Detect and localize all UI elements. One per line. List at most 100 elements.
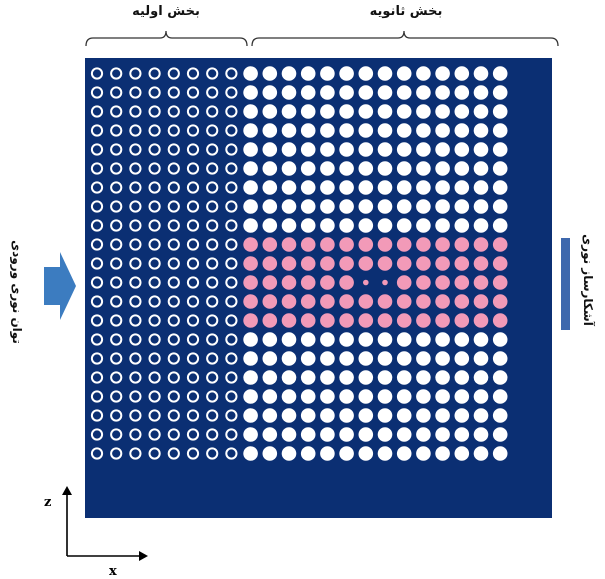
- secondary-rod: [396, 218, 412, 233]
- primary-ring-rod: [90, 428, 104, 441]
- secondary-rod: [416, 218, 431, 233]
- secondary-rod: [377, 446, 393, 461]
- secondary-rod: [300, 123, 316, 138]
- highlighted-rod: [416, 237, 431, 252]
- primary-ring-rod: [90, 295, 104, 308]
- secondary-rod: [492, 408, 508, 423]
- highlighted-rod: [358, 237, 374, 252]
- primary-ring-rod: [225, 428, 238, 441]
- secondary-rod: [492, 370, 508, 385]
- primary-ring-rod: [110, 352, 123, 365]
- primary-ring-rod: [167, 295, 180, 308]
- secondary-rod: [396, 180, 412, 195]
- secondary-rod: [339, 446, 354, 461]
- highlighted-rod: [416, 256, 431, 271]
- primary-ring-rod: [90, 200, 104, 213]
- highlighted-rod: [416, 313, 431, 328]
- secondary-rod: [435, 351, 450, 366]
- secondary-rod: [320, 427, 335, 442]
- secondary-rod: [416, 427, 431, 442]
- secondary-rod: [435, 446, 450, 461]
- secondary-rod: [243, 142, 258, 157]
- defect-rod: [363, 279, 369, 286]
- primary-ring-rod: [186, 428, 200, 441]
- secondary-rod: [396, 370, 412, 385]
- highlighted-rod: [320, 275, 335, 290]
- secondary-rod: [262, 180, 278, 195]
- secondary-rod: [492, 199, 508, 214]
- highlighted-rod: [262, 294, 278, 309]
- highlighted-rod: [396, 237, 412, 252]
- highlighted-rod: [300, 313, 316, 328]
- primary-ring-rod: [110, 276, 123, 289]
- primary-ring-rod: [206, 333, 219, 346]
- primary-ring-rod: [110, 447, 123, 460]
- primary-ring-rod: [129, 181, 142, 194]
- secondary-rod: [396, 66, 412, 81]
- highlighted-rod: [262, 313, 278, 328]
- secondary-rod: [492, 351, 508, 366]
- secondary-rod: [320, 446, 335, 461]
- primary-ring-rod: [186, 238, 200, 251]
- primary-ring-rod: [206, 352, 219, 365]
- secondary-rod: [358, 370, 374, 385]
- highlighted-rod: [492, 237, 508, 252]
- secondary-rod: [358, 218, 374, 233]
- primary-ring-rod: [167, 181, 180, 194]
- highlighted-rod: [358, 256, 374, 271]
- secondary-rod: [262, 408, 278, 423]
- primary-ring-rod: [129, 219, 142, 232]
- secondary-rod: [454, 446, 470, 461]
- primary-ring-rod: [186, 219, 200, 232]
- secondary-rod: [396, 161, 412, 176]
- secondary-rod: [320, 389, 335, 404]
- secondary-rod: [473, 332, 489, 347]
- secondary-rod: [377, 180, 393, 195]
- secondary-rod: [339, 104, 354, 119]
- secondary-rod: [435, 389, 450, 404]
- primary-ring-rod: [129, 314, 142, 327]
- primary-ring-rod: [186, 447, 200, 460]
- primary-ring-rod: [110, 105, 123, 118]
- primary-ring-rod: [129, 238, 142, 251]
- axis-x-label: x: [109, 564, 117, 579]
- secondary-rod: [243, 332, 258, 347]
- secondary-rod: [300, 104, 316, 119]
- primary-ring-rod: [225, 181, 238, 194]
- secondary-rod: [377, 85, 393, 100]
- secondary-rod: [320, 180, 335, 195]
- primary-ring-rod: [129, 447, 142, 460]
- secondary-rod: [435, 218, 450, 233]
- primary-ring-rod: [148, 390, 161, 403]
- secondary-rod: [454, 123, 470, 138]
- primary-ring-rod: [148, 181, 161, 194]
- secondary-rod: [416, 85, 431, 100]
- secondary-rod: [281, 408, 297, 423]
- primary-ring-rod: [90, 124, 104, 137]
- secondary-rod: [435, 104, 450, 119]
- primary-ring-rod: [90, 333, 104, 346]
- primary-ring-rod: [225, 105, 238, 118]
- secondary-rod: [377, 123, 393, 138]
- primary-ring-rod: [148, 276, 161, 289]
- highlighted-rod: [300, 294, 316, 309]
- secondary-rod: [492, 85, 508, 100]
- primary-ring-rod: [225, 219, 238, 232]
- highlighted-rod: [396, 256, 412, 271]
- secondary-rod: [416, 351, 431, 366]
- highlighted-rod: [243, 313, 258, 328]
- highlighted-rod: [473, 275, 489, 290]
- secondary-rod: [473, 142, 489, 157]
- secondary-rod: [300, 389, 316, 404]
- secondary-rod: [473, 66, 489, 81]
- primary-ring-rod: [167, 86, 180, 99]
- highlighted-rod: [300, 256, 316, 271]
- secondary-rod: [454, 218, 470, 233]
- highlighted-rod: [243, 294, 258, 309]
- secondary-rod: [262, 446, 278, 461]
- secondary-rod: [262, 351, 278, 366]
- primary-ring-rod: [206, 86, 219, 99]
- secondary-rod: [377, 161, 393, 176]
- highlighted-rod: [243, 275, 258, 290]
- highlighted-rod: [339, 256, 354, 271]
